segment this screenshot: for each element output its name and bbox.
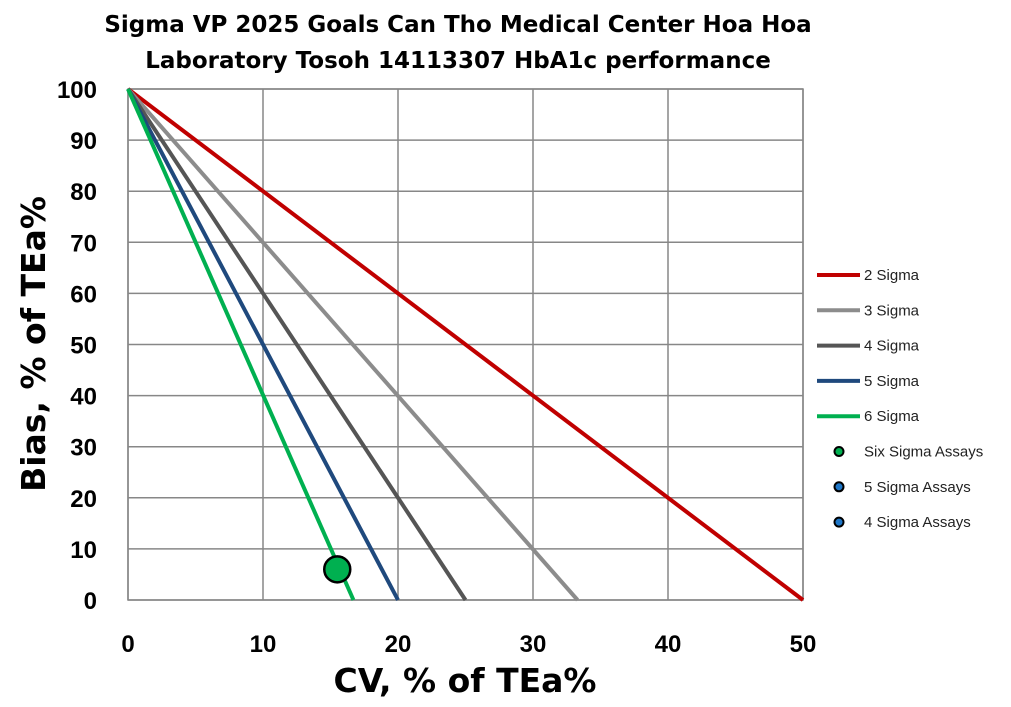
x-tick-label: 20 bbox=[385, 631, 412, 658]
legend: 2 Sigma 3 Sigma 4 Sigma 5 Sigma 6 Sigma Six S… bbox=[817, 267, 983, 531]
legend-label: 3 Sigma bbox=[864, 302, 920, 319]
y-tick-label: 20 bbox=[70, 486, 97, 513]
legend-label: 5 Sigma bbox=[864, 373, 920, 390]
series-line-4-sigma bbox=[126, 87, 468, 602]
y-tick-label: 70 bbox=[70, 230, 97, 257]
legend-label: Six Sigma Assays bbox=[864, 444, 983, 461]
series bbox=[126, 87, 805, 602]
x-tick-label: 50 bbox=[790, 631, 817, 658]
legend-label: 4 Sigma bbox=[864, 338, 920, 355]
x-tick-label: 30 bbox=[520, 631, 547, 658]
y-tick-label: 60 bbox=[70, 281, 97, 308]
y-tick-label: 100 bbox=[57, 77, 97, 104]
y-ticks: 0 10 20 30 40 50 60 70 80 90 100 bbox=[57, 77, 97, 615]
chart-title-line-1: Sigma VP 2025 Goals Can Tho Medical Cent… bbox=[104, 12, 811, 38]
points bbox=[323, 555, 352, 584]
legend-label: 4 Sigma Assays bbox=[864, 514, 971, 531]
legend-swatch-marker bbox=[833, 446, 845, 457]
series-line-5-sigma bbox=[126, 88, 400, 601]
y-tick-label: 50 bbox=[70, 333, 97, 360]
series-line-3-sigma bbox=[126, 87, 580, 602]
legend-swatch-marker bbox=[833, 516, 845, 528]
y-tick-label: 10 bbox=[70, 537, 97, 564]
x-tick-label: 10 bbox=[250, 631, 277, 658]
series-line-2-sigma bbox=[126, 87, 805, 602]
x-tick-label: 40 bbox=[655, 631, 682, 658]
legend-label: 2 Sigma bbox=[864, 267, 920, 284]
y-tick-label: 30 bbox=[70, 435, 97, 462]
y-tick-label: 40 bbox=[70, 384, 97, 411]
x-axis-label: CV, % of TEa% bbox=[334, 661, 597, 700]
series-line-6-sigma bbox=[126, 88, 356, 601]
x-ticks: 0 10 20 30 40 50 bbox=[121, 631, 816, 658]
y-tick-label: 0 bbox=[84, 588, 97, 615]
x-tick-label: 0 bbox=[121, 631, 134, 658]
y-tick-label: 80 bbox=[70, 179, 97, 206]
y-tick-label: 90 bbox=[70, 128, 97, 155]
data-point-six-sigma-assays bbox=[323, 555, 352, 584]
legend-label: 6 Sigma bbox=[864, 408, 920, 425]
y-axis-label: Bias, % of TEa% bbox=[14, 196, 53, 492]
chart-title-line-2: Laboratory Tosoh 14113307 HbA1c performa… bbox=[145, 48, 771, 74]
legend-label: 5 Sigma Assays bbox=[864, 479, 971, 496]
legend-swatch-marker bbox=[833, 481, 845, 493]
